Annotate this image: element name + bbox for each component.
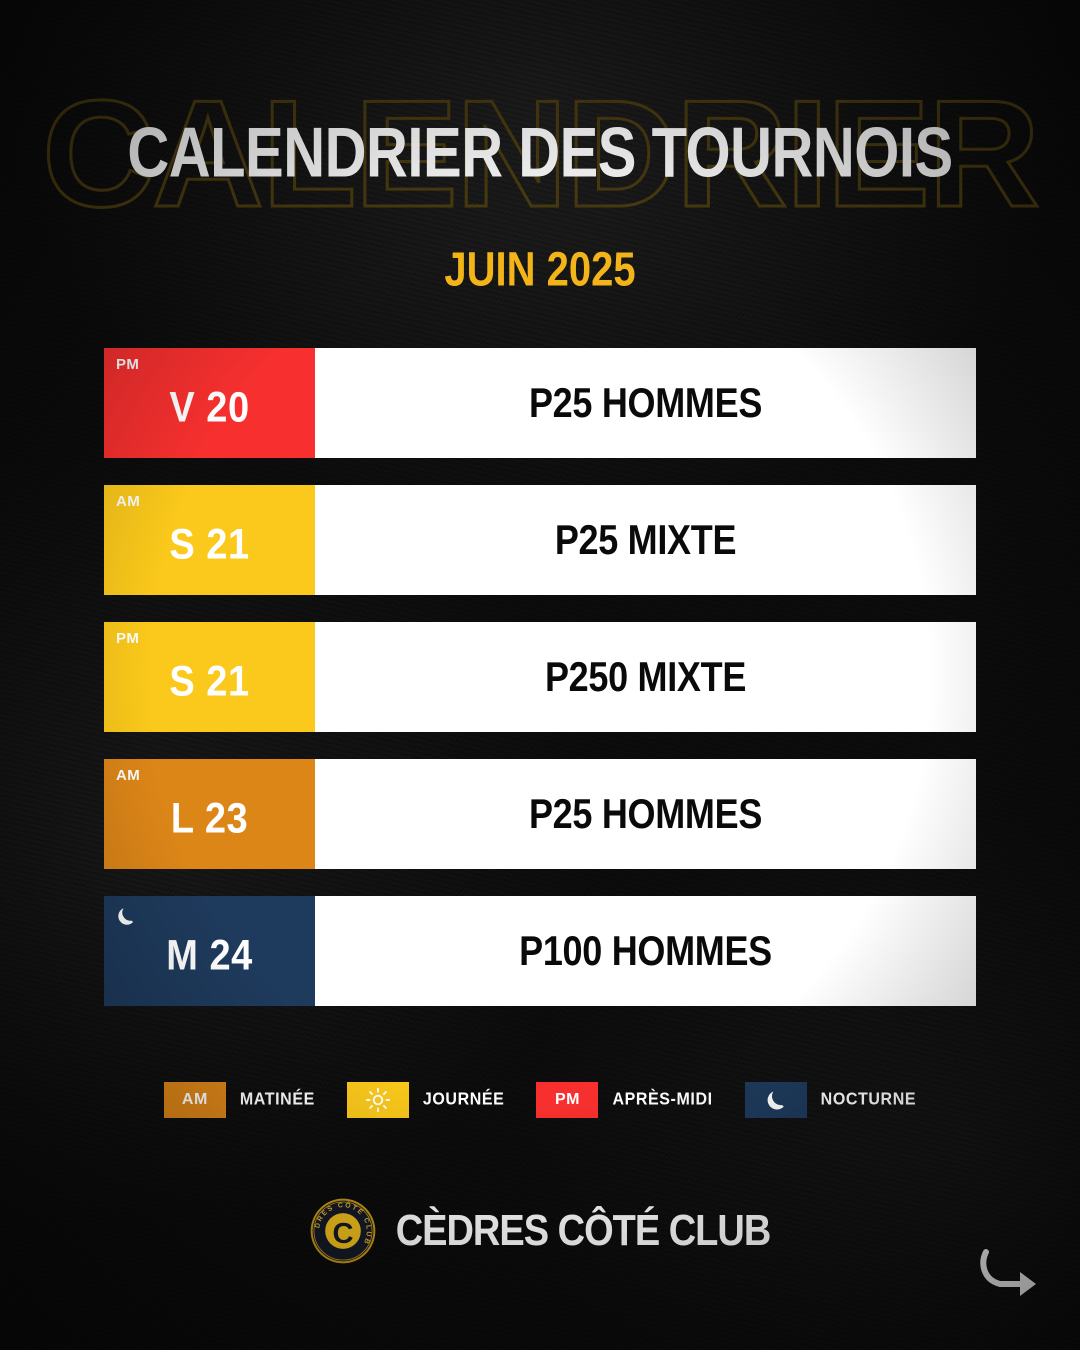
schedule-row[interactable]: AM S 21 P25 MIXTE	[104, 485, 976, 595]
day-label: M 24	[166, 932, 253, 980]
day-badge: PM S 21	[104, 622, 315, 732]
curved-arrow-right-icon[interactable]	[978, 1246, 1050, 1302]
legend-label-apres-midi: APRÈS-MIDI	[612, 1090, 713, 1109]
svg-text:C: C	[332, 1218, 353, 1250]
sun-icon	[365, 1087, 391, 1113]
legend-item-matinee: AM MATINÉE	[163, 1082, 315, 1118]
tournament-panel: P25 MIXTE	[315, 485, 976, 595]
tournament-panel: P250 MIXTE	[315, 622, 976, 732]
tournament-name: P25 HOMMES	[528, 789, 763, 838]
tournament-name: P25 HOMMES	[528, 378, 763, 427]
schedule-row[interactable]: AM L 23 P25 HOMMES	[104, 759, 976, 869]
legend-label-journee: JOURNÉE	[422, 1090, 505, 1109]
tournament-panel: P25 HOMMES	[315, 759, 976, 869]
moon-icon	[767, 1091, 784, 1110]
day-label: S 21	[169, 658, 250, 706]
page-title: CALENDRIER DES TOURNOIS	[127, 113, 953, 193]
tournament-name: P250 MIXTE	[544, 652, 747, 701]
tournament-name: P25 MIXTE	[554, 515, 737, 564]
period-label: PM	[116, 356, 140, 373]
period-label: AM	[116, 493, 141, 510]
legend-swatch-pm: PM	[536, 1082, 599, 1118]
day-label: V 20	[169, 384, 250, 432]
legend-label-nocturne: NOCTURNE	[820, 1090, 917, 1109]
club-logo-badge: C CÈDRES CÔTÉ CLUB	[306, 1191, 376, 1264]
legend: AM MATINÉE	[0, 1082, 1080, 1118]
day-badge: PM V 20	[104, 348, 315, 458]
schedule-row[interactable]: PM S 21 P250 MIXTE	[104, 622, 976, 732]
period-label: PM	[116, 630, 140, 647]
legend-swatch-sun	[346, 1082, 409, 1118]
legend-swatch-am: AM	[163, 1082, 226, 1118]
legend-label-matinee: MATINÉE	[239, 1090, 315, 1109]
tournament-name: P100 HOMMES	[519, 926, 772, 975]
legend-swatch-moon	[744, 1082, 807, 1118]
day-badge: AM S 21	[104, 485, 315, 595]
day-label: S 21	[169, 521, 250, 569]
brand-name: CÈDRES CÔTÉ CLUB	[395, 1206, 772, 1256]
legend-item-journee: JOURNÉE	[346, 1082, 505, 1118]
period-label: AM	[116, 767, 141, 784]
day-badge: M 24	[104, 896, 315, 1006]
moon-icon	[116, 905, 136, 927]
schedule-list: PM V 20 P25 HOMMES AM S 21 P25 MIXTE PM …	[104, 348, 976, 1033]
day-label: L 23	[170, 795, 249, 843]
schedule-row[interactable]: PM V 20 P25 HOMMES	[104, 348, 976, 458]
legend-item-apres-midi: PM APRÈS-MIDI	[536, 1082, 712, 1118]
tournament-panel: P100 HOMMES	[315, 896, 976, 1006]
brand-footer: C CÈDRES CÔTÉ CLUB CÈDRES CÔTÉ CLUB	[0, 1191, 1080, 1264]
schedule-row[interactable]: M 24 P100 HOMMES	[104, 896, 976, 1006]
day-badge: AM L 23	[104, 759, 315, 869]
page-subtitle-month: JUIN 2025	[444, 243, 636, 297]
tournament-panel: P25 HOMMES	[315, 348, 976, 458]
legend-item-nocturne: NOCTURNE	[744, 1082, 917, 1118]
